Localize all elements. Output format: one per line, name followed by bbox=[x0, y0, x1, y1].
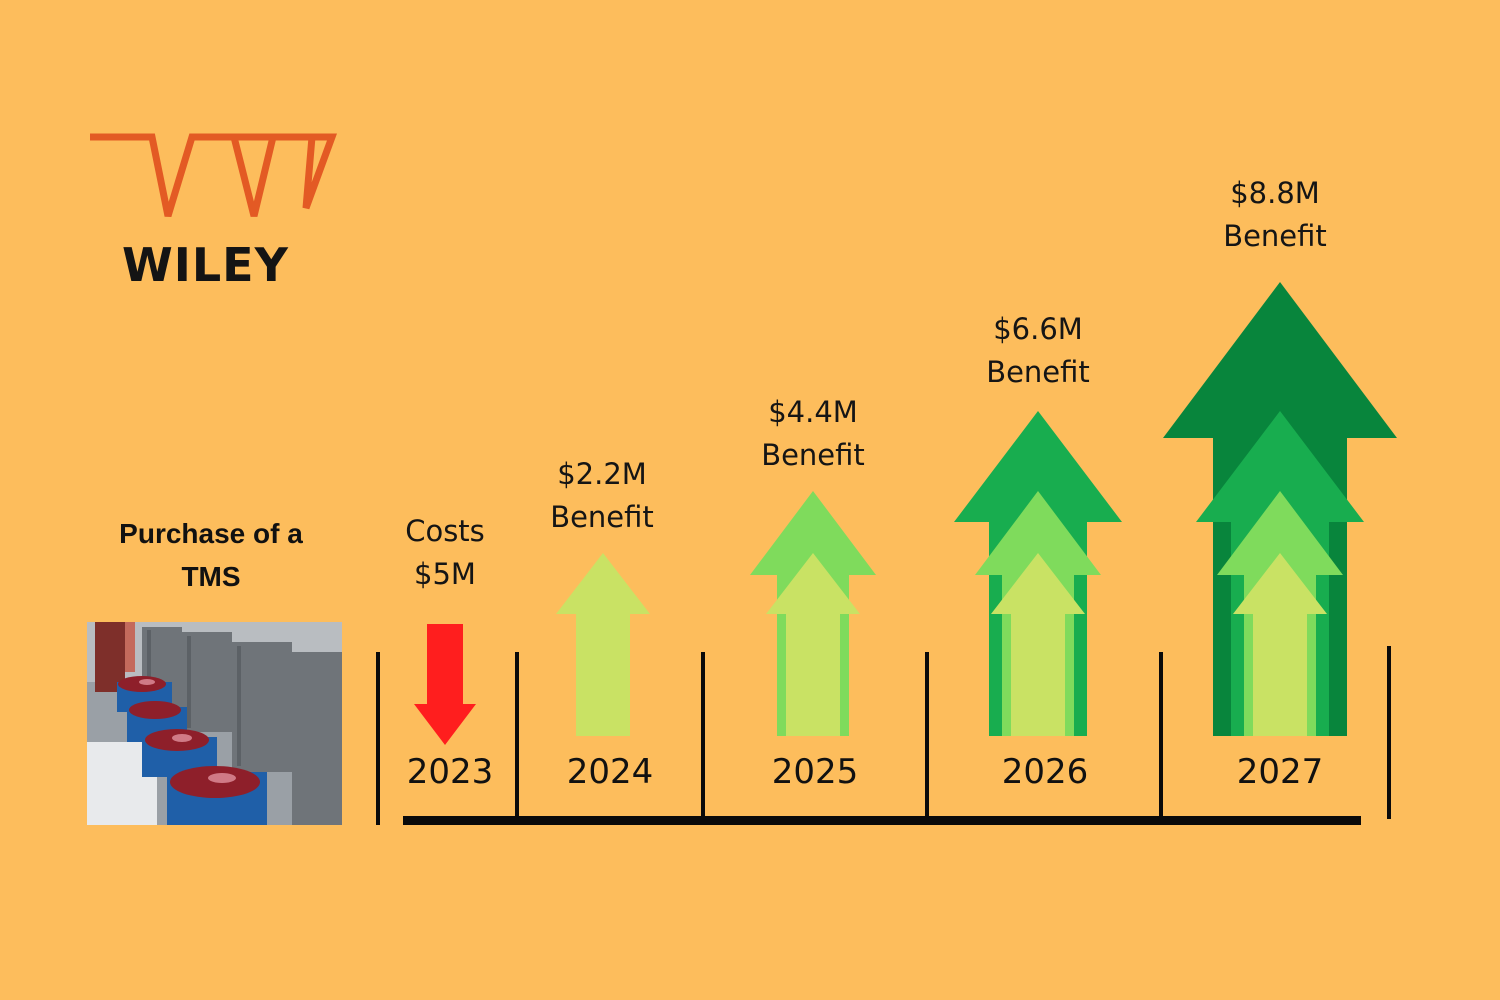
benefit-arrow-2025-tier-1 bbox=[766, 553, 860, 736]
benefit-arrow-2027-tier-4 bbox=[1163, 282, 1397, 736]
benefit-label-2027: $8.8M Benefit bbox=[1175, 172, 1375, 258]
benefit-arrow-2027-tier-3 bbox=[1196, 411, 1364, 736]
cost-label-2023: Costs $5M bbox=[345, 510, 545, 596]
cost-label-line2: $5M bbox=[414, 557, 476, 591]
year-label-2025: 2025 bbox=[771, 752, 859, 792]
benefit-amount: $8.8M bbox=[1230, 176, 1320, 210]
meat-processing-photo bbox=[87, 622, 342, 825]
cost-arrow-2023 bbox=[414, 624, 476, 745]
timeline-divider-6 bbox=[1387, 646, 1391, 819]
timeline-divider-2 bbox=[515, 652, 519, 825]
cost-label-line1: Costs bbox=[405, 514, 485, 548]
photo-illustration bbox=[87, 622, 342, 825]
timeline-divider-3 bbox=[701, 652, 705, 825]
timeline-divider-1 bbox=[376, 652, 380, 825]
benefit-word: Benefit bbox=[761, 438, 865, 472]
subject-label: Purchase of a TMS bbox=[119, 518, 303, 592]
benefit-word: Benefit bbox=[1223, 219, 1327, 253]
year-label-2027: 2027 bbox=[1236, 752, 1324, 792]
benefit-arrow-2024-tier-1 bbox=[556, 553, 650, 736]
timeline-divider-4 bbox=[925, 652, 929, 825]
benefit-arrow-2026-tier-2 bbox=[975, 491, 1101, 736]
benefit-arrow-2025-tier-2 bbox=[750, 491, 876, 736]
benefit-label-2024: $2.2M Benefit bbox=[502, 453, 702, 539]
benefit-arrow-2027-tier-1 bbox=[1233, 553, 1327, 736]
benefit-amount: $6.6M bbox=[993, 312, 1083, 346]
year-label-2023: 2023 bbox=[406, 752, 494, 792]
benefit-arrow-2026-tier-1 bbox=[991, 553, 1085, 736]
wiley-logo-mark bbox=[90, 133, 338, 218]
wiley-logo-wordmark: WILEY bbox=[122, 238, 289, 292]
timeline-divider-5 bbox=[1159, 652, 1163, 825]
benefit-arrow-2026-tier-3 bbox=[954, 411, 1122, 736]
benefit-amount: $4.4M bbox=[768, 395, 858, 429]
benefit-amount: $2.2M bbox=[557, 457, 647, 491]
year-label-2024: 2024 bbox=[566, 752, 654, 792]
benefit-arrow-2027-tier-2 bbox=[1217, 491, 1343, 736]
benefit-label-2025: $4.4M Benefit bbox=[713, 391, 913, 477]
year-label-2026: 2026 bbox=[1001, 752, 1089, 792]
benefit-label-2026: $6.6M Benefit bbox=[938, 308, 1138, 394]
timeline-axis bbox=[403, 816, 1361, 825]
benefit-word: Benefit bbox=[550, 500, 654, 534]
benefit-word: Benefit bbox=[986, 355, 1090, 389]
